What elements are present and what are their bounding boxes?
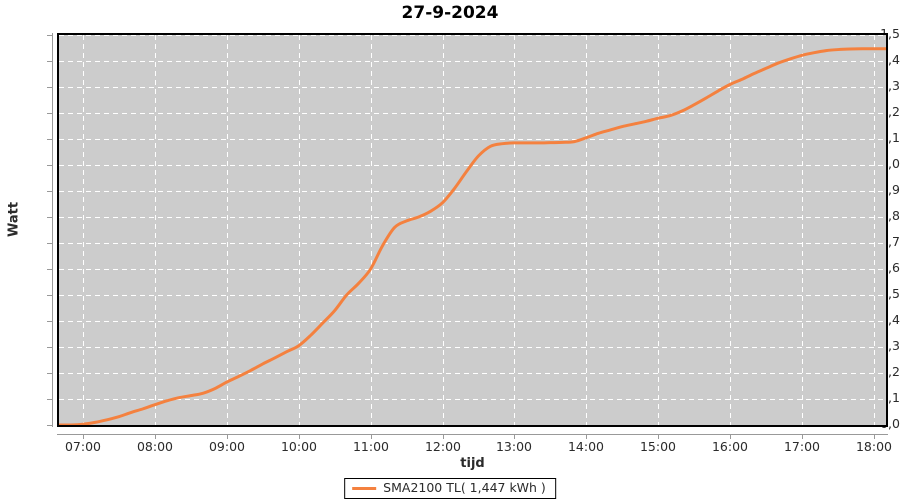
- x-axis-tick-label: 17:00: [783, 439, 821, 454]
- legend-color-swatch: [352, 487, 377, 490]
- x-axis-tick: [83, 434, 84, 439]
- x-axis-tick-label: 07:00: [64, 439, 102, 454]
- x-axis-tick: [658, 434, 659, 439]
- y-axis-tick: [47, 87, 52, 88]
- y-axis-tick: [47, 373, 52, 374]
- y-axis-tick: [47, 295, 52, 296]
- x-axis-title: tijd: [460, 456, 485, 471]
- x-axis-tick: [514, 434, 515, 439]
- legend[interactable]: SMA2100 TL( 1,447 kWh ): [344, 478, 556, 499]
- y-axis-tick: [47, 399, 52, 400]
- y-axis-tick: [47, 269, 52, 270]
- x-axis-tick-label: 15:00: [639, 439, 677, 454]
- y-axis-tick: [47, 113, 52, 114]
- grid-lines: [59, 35, 886, 425]
- x-axis-tick: [802, 434, 803, 439]
- series-line: [59, 47, 886, 425]
- x-axis-tick-label: 10:00: [280, 439, 318, 454]
- y-axis-tick: [47, 425, 52, 426]
- y-axis-tick: [47, 61, 52, 62]
- x-axis-spine: [57, 434, 888, 435]
- x-axis-tick: [371, 434, 372, 439]
- x-axis-tick-label: 16:00: [711, 439, 749, 454]
- y-axis-tick: [47, 139, 52, 140]
- y-axis-tick: [47, 35, 52, 36]
- y-axis-tick: [47, 165, 52, 166]
- x-axis-tick: [299, 434, 300, 439]
- x-axis-tick: [443, 434, 444, 439]
- y-axis-tick: [47, 217, 52, 218]
- y-axis-tick: [47, 321, 52, 322]
- chart-title: 27-9-2024: [401, 3, 499, 23]
- x-axis-tick: [155, 434, 156, 439]
- x-axis-tick-label: 09:00: [208, 439, 246, 454]
- y-axis-tick: [47, 243, 52, 244]
- x-axis-tick-label: 13:00: [495, 439, 533, 454]
- series-line-group: [59, 47, 886, 425]
- y-axis-title: Watt: [6, 201, 22, 238]
- x-axis-tick-label: 18:00: [855, 439, 893, 454]
- x-axis-tick: [874, 434, 875, 439]
- x-axis-tick-label: 14:00: [567, 439, 605, 454]
- x-axis-tick-label: 11:00: [352, 439, 390, 454]
- plot-area: [57, 33, 888, 427]
- x-axis-tick: [730, 434, 731, 439]
- y-axis-spine: [52, 33, 53, 427]
- x-axis-tick-label: 12:00: [424, 439, 462, 454]
- y-axis-tick: [47, 191, 52, 192]
- x-axis-tick: [586, 434, 587, 439]
- x-axis-tick: [227, 434, 228, 439]
- y-axis-tick: [47, 347, 52, 348]
- x-axis-tick-label: 08:00: [136, 439, 174, 454]
- legend-item-label: SMA2100 TL( 1,447 kWh ): [383, 480, 546, 496]
